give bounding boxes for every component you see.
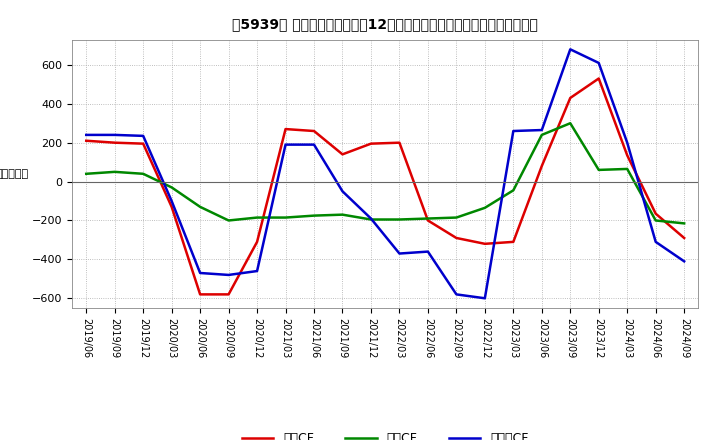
Line: フリーCF: フリーCF: [86, 49, 684, 298]
投資CF: [338, 212, 347, 217]
フリーCF: [395, 251, 404, 256]
投資CF: [167, 185, 176, 190]
フリーCF: [423, 249, 432, 254]
営業CF: [680, 235, 688, 241]
フリーCF: [680, 259, 688, 264]
フリーCF: [110, 132, 119, 138]
投資CF: [652, 218, 660, 223]
営業CF: [338, 152, 347, 157]
フリーCF: [537, 128, 546, 133]
フリーCF: [253, 268, 261, 274]
フリーCF: [338, 189, 347, 194]
Line: 営業CF: 営業CF: [86, 78, 684, 294]
営業CF: [652, 211, 660, 216]
営業CF: [167, 204, 176, 209]
営業CF: [423, 218, 432, 223]
営業CF: [452, 235, 461, 241]
営業CF: [110, 140, 119, 145]
フリーCF: [566, 47, 575, 52]
営業CF: [282, 126, 290, 132]
フリーCF: [595, 60, 603, 66]
投資CF: [366, 217, 375, 222]
フリーCF: [196, 270, 204, 275]
営業CF: [623, 153, 631, 158]
営業CF: [366, 141, 375, 146]
投資CF: [253, 215, 261, 220]
投資CF: [139, 171, 148, 176]
投資CF: [680, 221, 688, 226]
Line: 投資CF: 投資CF: [86, 123, 684, 224]
営業CF: [509, 239, 518, 245]
営業CF: [310, 128, 318, 134]
投資CF: [509, 188, 518, 193]
フリーCF: [452, 292, 461, 297]
営業CF: [253, 239, 261, 245]
営業CF: [395, 140, 404, 145]
投資CF: [452, 215, 461, 220]
Y-axis label: （百万円）: （百万円）: [0, 169, 29, 179]
フリーCF: [167, 198, 176, 204]
投資CF: [537, 132, 546, 138]
投資CF: [110, 169, 119, 175]
営業CF: [566, 95, 575, 101]
投資CF: [480, 205, 489, 210]
投資CF: [310, 213, 318, 218]
投資CF: [225, 218, 233, 223]
フリーCF: [310, 142, 318, 147]
フリーCF: [366, 216, 375, 221]
投資CF: [196, 204, 204, 209]
投資CF: [282, 215, 290, 220]
投資CF: [395, 217, 404, 222]
フリーCF: [82, 132, 91, 138]
フリーCF: [652, 239, 660, 245]
投資CF: [82, 171, 91, 176]
投資CF: [566, 121, 575, 126]
営業CF: [139, 141, 148, 146]
Legend: 営業CF, 投資CF, フリーCF: 営業CF, 投資CF, フリーCF: [237, 427, 534, 440]
フリーCF: [509, 128, 518, 134]
営業CF: [537, 163, 546, 169]
営業CF: [196, 292, 204, 297]
営業CF: [595, 76, 603, 81]
Title: 【5939】 キャッシュフローの12か月移動合計の対前年同期増減額の推移: 【5939】 キャッシュフローの12か月移動合計の対前年同期増減額の推移: [233, 18, 538, 32]
投資CF: [595, 167, 603, 172]
フリーCF: [282, 142, 290, 147]
投資CF: [623, 166, 631, 172]
フリーCF: [480, 296, 489, 301]
営業CF: [225, 292, 233, 297]
フリーCF: [139, 133, 148, 139]
営業CF: [82, 138, 91, 143]
営業CF: [480, 241, 489, 246]
投資CF: [423, 216, 432, 221]
フリーCF: [623, 140, 631, 145]
フリーCF: [225, 272, 233, 278]
